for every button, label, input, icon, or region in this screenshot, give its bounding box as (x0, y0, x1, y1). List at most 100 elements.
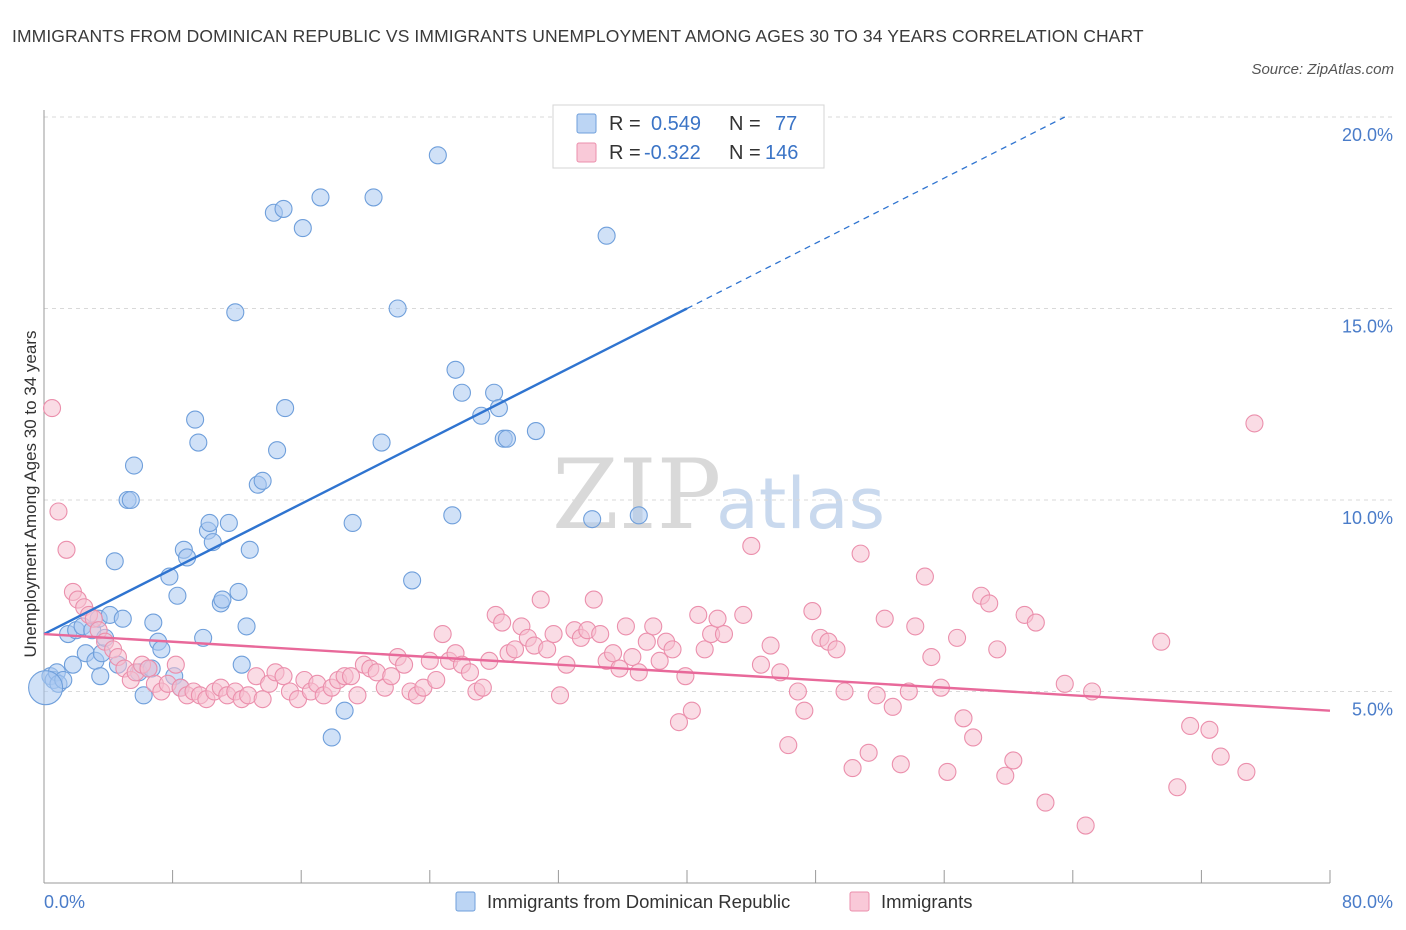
y-tick-label-10: 10.0% (1342, 508, 1393, 528)
point-dominican-61 (364, 188, 383, 207)
point-immigrants-135 (988, 640, 1007, 659)
point-immigrants-66 (473, 678, 492, 697)
point-dominican-53 (268, 441, 287, 460)
point-dominican-66 (443, 506, 462, 525)
point-immigrants-146 (1181, 716, 1200, 736)
chart-title: IMMIGRANTS FROM DOMINICAN REPUBLIC VS IM… (12, 26, 1144, 46)
point-immigrants-141 (1055, 674, 1074, 693)
point-dominican-78 (28, 670, 64, 706)
point-dominican-68 (452, 383, 472, 402)
trend-line-immigrants (43, 632, 1331, 712)
point-immigrants-102 (708, 609, 727, 628)
legend-bottom-swatch-dominican (455, 891, 476, 912)
point-immigrants-140 (1036, 793, 1055, 812)
point-immigrants-123 (891, 755, 910, 774)
point-dominican-19 (113, 609, 132, 628)
point-immigrants-93 (650, 651, 669, 670)
point-immigrants-120 (867, 686, 886, 705)
point-immigrants-145 (1168, 778, 1187, 797)
point-immigrants-89 (623, 647, 642, 667)
point-dominican-48 (237, 617, 256, 636)
point-immigrants-110 (788, 682, 807, 701)
legend-r-label-2: R = (609, 142, 641, 164)
y-tick-labels: 5.0% 10.0% 15.0% 20.0% (1342, 125, 1393, 720)
point-immigrants-147 (1200, 720, 1219, 739)
point-immigrants-127 (922, 647, 941, 667)
point-immigrants-90 (629, 663, 648, 682)
point-dominican-76 (597, 226, 616, 245)
point-dominican-58 (322, 728, 341, 747)
point-dominican-70 (485, 383, 504, 402)
point-immigrants-96 (669, 713, 689, 732)
legend-n-label-2: N = (729, 142, 761, 164)
point-immigrants-130 (948, 628, 967, 647)
point-dominican-45 (226, 303, 245, 322)
point-immigrants-36 (274, 667, 293, 686)
point-immigrants-92 (644, 617, 663, 636)
point-dominican-65 (428, 146, 447, 165)
legend-swatch-dominican (576, 113, 597, 134)
point-immigrants-60 (433, 624, 452, 644)
point-dominican-59 (335, 701, 354, 720)
point-immigrants-33 (253, 690, 272, 709)
point-immigrants-144 (1152, 632, 1171, 651)
point-dominican-63 (388, 299, 407, 318)
point-immigrants-0 (42, 399, 62, 418)
point-immigrants-119 (859, 743, 878, 762)
point-immigrants-83 (584, 590, 603, 609)
legend-bottom: Immigrants from Dominican Republic Immig… (455, 891, 973, 912)
point-dominican-67 (446, 360, 465, 379)
y-axis-label: Unemployment Among Ages 30 to 34 years (21, 331, 40, 658)
point-immigrants-2 (57, 540, 76, 559)
point-immigrants-77 (544, 624, 563, 644)
x-tick-label-max: 80.0% (1342, 892, 1393, 912)
legend-bottom-label-dominican: Immigrants from Dominican Republic (487, 891, 790, 912)
point-dominican-56 (293, 219, 312, 238)
legend-bottom-label-immigrants: Immigrants (881, 891, 973, 912)
point-immigrants-105 (742, 536, 761, 556)
point-immigrants-76 (538, 640, 557, 659)
x-tick-label-min: 0.0% (44, 892, 85, 912)
point-dominican-44 (219, 513, 238, 533)
point-dominican-54 (274, 199, 293, 218)
point-dominican-37 (189, 433, 208, 452)
legend-r-value-1: 0.549 (651, 113, 701, 135)
source-label: Source: ZipAtlas.com (1251, 61, 1394, 78)
legend-top: R = 0.549 N = 77 R = -0.322 N = 146 (552, 104, 825, 169)
point-dominican-43 (213, 590, 232, 609)
series-immigrants-points (42, 399, 1264, 835)
point-dominican-75 (583, 510, 602, 529)
point-dominican-74 (526, 422, 545, 441)
point-dominican-73 (497, 429, 517, 448)
point-immigrants-142 (1076, 816, 1095, 835)
legend-n-label-1: N = (729, 113, 761, 135)
point-dominican-32 (168, 586, 187, 605)
y-tick-label-5: 5.0% (1352, 700, 1393, 720)
point-immigrants-107 (761, 636, 780, 655)
point-immigrants-69 (493, 613, 512, 632)
point-immigrants-99 (689, 605, 708, 624)
point-immigrants-129 (938, 762, 957, 781)
legend-r-label-1: R = (609, 113, 641, 135)
point-immigrants-84 (591, 624, 610, 644)
point-immigrants-131 (954, 709, 973, 728)
point-immigrants-103 (714, 624, 734, 644)
point-dominican-24 (134, 686, 153, 705)
point-immigrants-97 (676, 667, 695, 686)
point-immigrants-75 (531, 590, 550, 609)
point-immigrants-46 (341, 667, 361, 686)
point-immigrants-148 (1211, 747, 1230, 766)
point-dominican-40 (200, 513, 219, 533)
point-dominican-17 (105, 552, 124, 571)
point-immigrants-54 (395, 655, 414, 674)
point-dominican-22 (124, 456, 144, 475)
point-immigrants-117 (843, 759, 862, 778)
point-immigrants-88 (616, 617, 635, 636)
y-tick-label-20: 20.0% (1342, 125, 1393, 145)
point-dominican-49 (240, 540, 259, 559)
point-dominican-47 (232, 655, 251, 674)
trend-line-dominican (43, 307, 688, 636)
point-dominican-13 (91, 667, 110, 686)
legend-n-value-1: 77 (775, 113, 797, 135)
